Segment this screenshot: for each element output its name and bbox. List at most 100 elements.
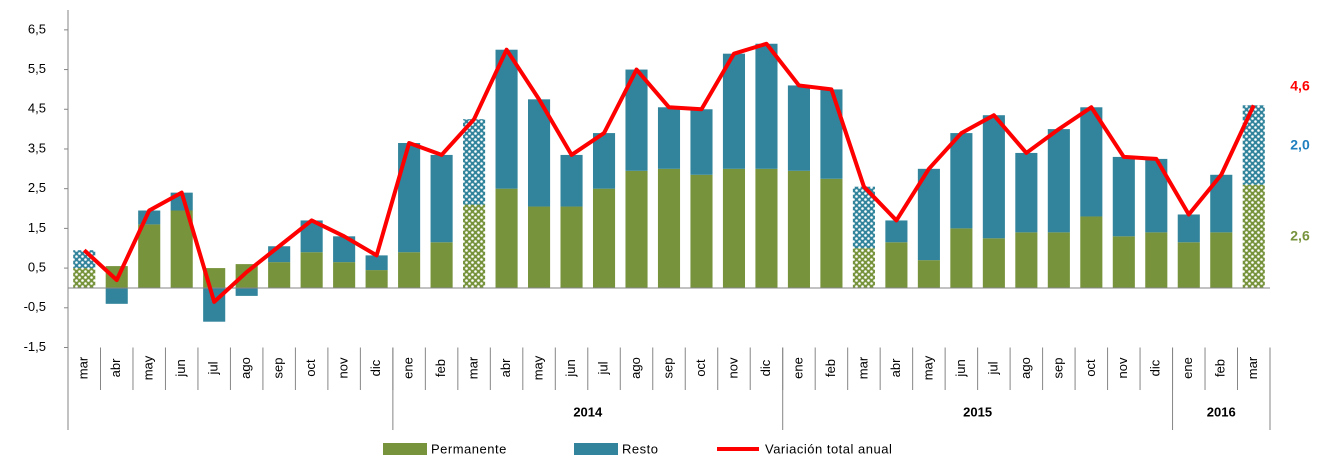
- bar: [722, 168, 746, 288]
- x-tick-label: jun: [173, 359, 188, 377]
- bar: [625, 170, 648, 288]
- bar: [560, 206, 583, 288]
- bar: [657, 168, 681, 288]
- x-tick-label: sep: [271, 358, 286, 379]
- bar: [982, 238, 1005, 288]
- bar: [1112, 156, 1135, 237]
- bar: [1177, 242, 1200, 288]
- bar: [755, 43, 778, 169]
- bar: [268, 262, 291, 288]
- x-tick-label: ago: [628, 357, 643, 379]
- bar: [950, 228, 973, 288]
- bar: [365, 270, 388, 288]
- x-tick-label: jun: [563, 359, 578, 377]
- bar: [1112, 236, 1135, 288]
- y-tick-label: 6,5: [28, 21, 46, 36]
- bar: [398, 143, 421, 253]
- x-tick-label: ene: [401, 357, 416, 379]
- bar: [917, 260, 940, 288]
- x-tick-label: jul: [206, 361, 221, 375]
- bar: [560, 154, 583, 207]
- bar: [73, 268, 96, 288]
- x-tick-label: sep: [660, 358, 675, 379]
- bar: [300, 220, 323, 253]
- group-label: 2015: [963, 404, 992, 419]
- bar: [300, 252, 323, 288]
- bar: [138, 224, 161, 288]
- x-tick-label: mar: [76, 356, 91, 379]
- x-tick-label: abr: [888, 358, 903, 377]
- bar: [1177, 214, 1200, 243]
- x-tick-label: feb: [823, 359, 838, 377]
- x-tick-label: dic: [758, 359, 773, 376]
- y-tick-label: 1,5: [28, 220, 46, 235]
- bar: [1047, 232, 1070, 288]
- bar: [1145, 158, 1168, 233]
- bar: [430, 242, 453, 288]
- bar: [1210, 232, 1233, 288]
- x-tick-label: ene: [1180, 357, 1195, 379]
- bar: [430, 154, 453, 243]
- bar: [657, 107, 681, 169]
- bar: [755, 168, 778, 288]
- x-tick-label: feb: [433, 359, 448, 377]
- bar: [1080, 216, 1103, 288]
- bar: [1210, 174, 1233, 233]
- bar: [1145, 232, 1168, 288]
- x-tick-label: may: [530, 355, 545, 380]
- bar: [787, 85, 810, 171]
- bar: [463, 119, 486, 205]
- x-tick-label: may: [920, 355, 935, 380]
- x-tick-label: oct: [1083, 359, 1098, 377]
- y-tick-label: 2,5: [28, 180, 46, 195]
- x-tick-label: jul: [985, 361, 1000, 375]
- annotation: 4,6: [1290, 78, 1310, 94]
- x-tick-label: mar: [1245, 356, 1260, 379]
- y-tick-label: 4,5: [28, 101, 46, 116]
- bar: [365, 255, 388, 271]
- bar: [982, 115, 1005, 239]
- bar: [820, 89, 843, 179]
- x-tick-label: dic: [1148, 359, 1163, 376]
- bar: [1015, 152, 1038, 233]
- bar: [885, 242, 908, 288]
- bar: [917, 168, 940, 261]
- y-tick-label: 5,5: [28, 61, 46, 76]
- x-tick-label: abr: [108, 358, 123, 377]
- x-tick-label: jul: [595, 361, 610, 375]
- bar: [398, 252, 421, 288]
- bar: [625, 69, 648, 171]
- x-tick-label: nov: [1115, 357, 1130, 378]
- bar: [690, 109, 713, 175]
- x-tick-label: ene: [790, 357, 805, 379]
- bar: [787, 170, 810, 288]
- group-label: 2014: [573, 404, 603, 419]
- bar: [170, 210, 193, 288]
- bar: [690, 174, 713, 288]
- bar: [333, 262, 356, 288]
- x-tick-label: sep: [1050, 358, 1065, 379]
- bar: [333, 236, 356, 263]
- x-tick-label: nov: [336, 357, 351, 378]
- x-tick-label: jun: [953, 359, 968, 377]
- x-tick-label: ago: [1018, 357, 1033, 379]
- bar: [1047, 129, 1070, 233]
- y-tick-label: -1,5: [24, 339, 46, 354]
- x-tick-label: may: [141, 355, 156, 380]
- bar: [495, 188, 518, 288]
- y-tick-label: -0,5: [24, 299, 46, 314]
- bar: [820, 178, 843, 288]
- bar: [528, 99, 551, 207]
- bar: [1242, 184, 1265, 288]
- legend-label: Resto: [622, 441, 658, 456]
- annotation: 2,0: [1290, 137, 1310, 153]
- x-tick-label: nov: [725, 357, 740, 378]
- legend-label: Permanente: [431, 441, 507, 456]
- bar: [852, 248, 875, 288]
- bar: [592, 188, 616, 288]
- annotation: 2,6: [1290, 228, 1310, 244]
- bar: [1015, 232, 1038, 288]
- y-tick-label: 3,5: [28, 140, 46, 155]
- bar: [495, 49, 518, 189]
